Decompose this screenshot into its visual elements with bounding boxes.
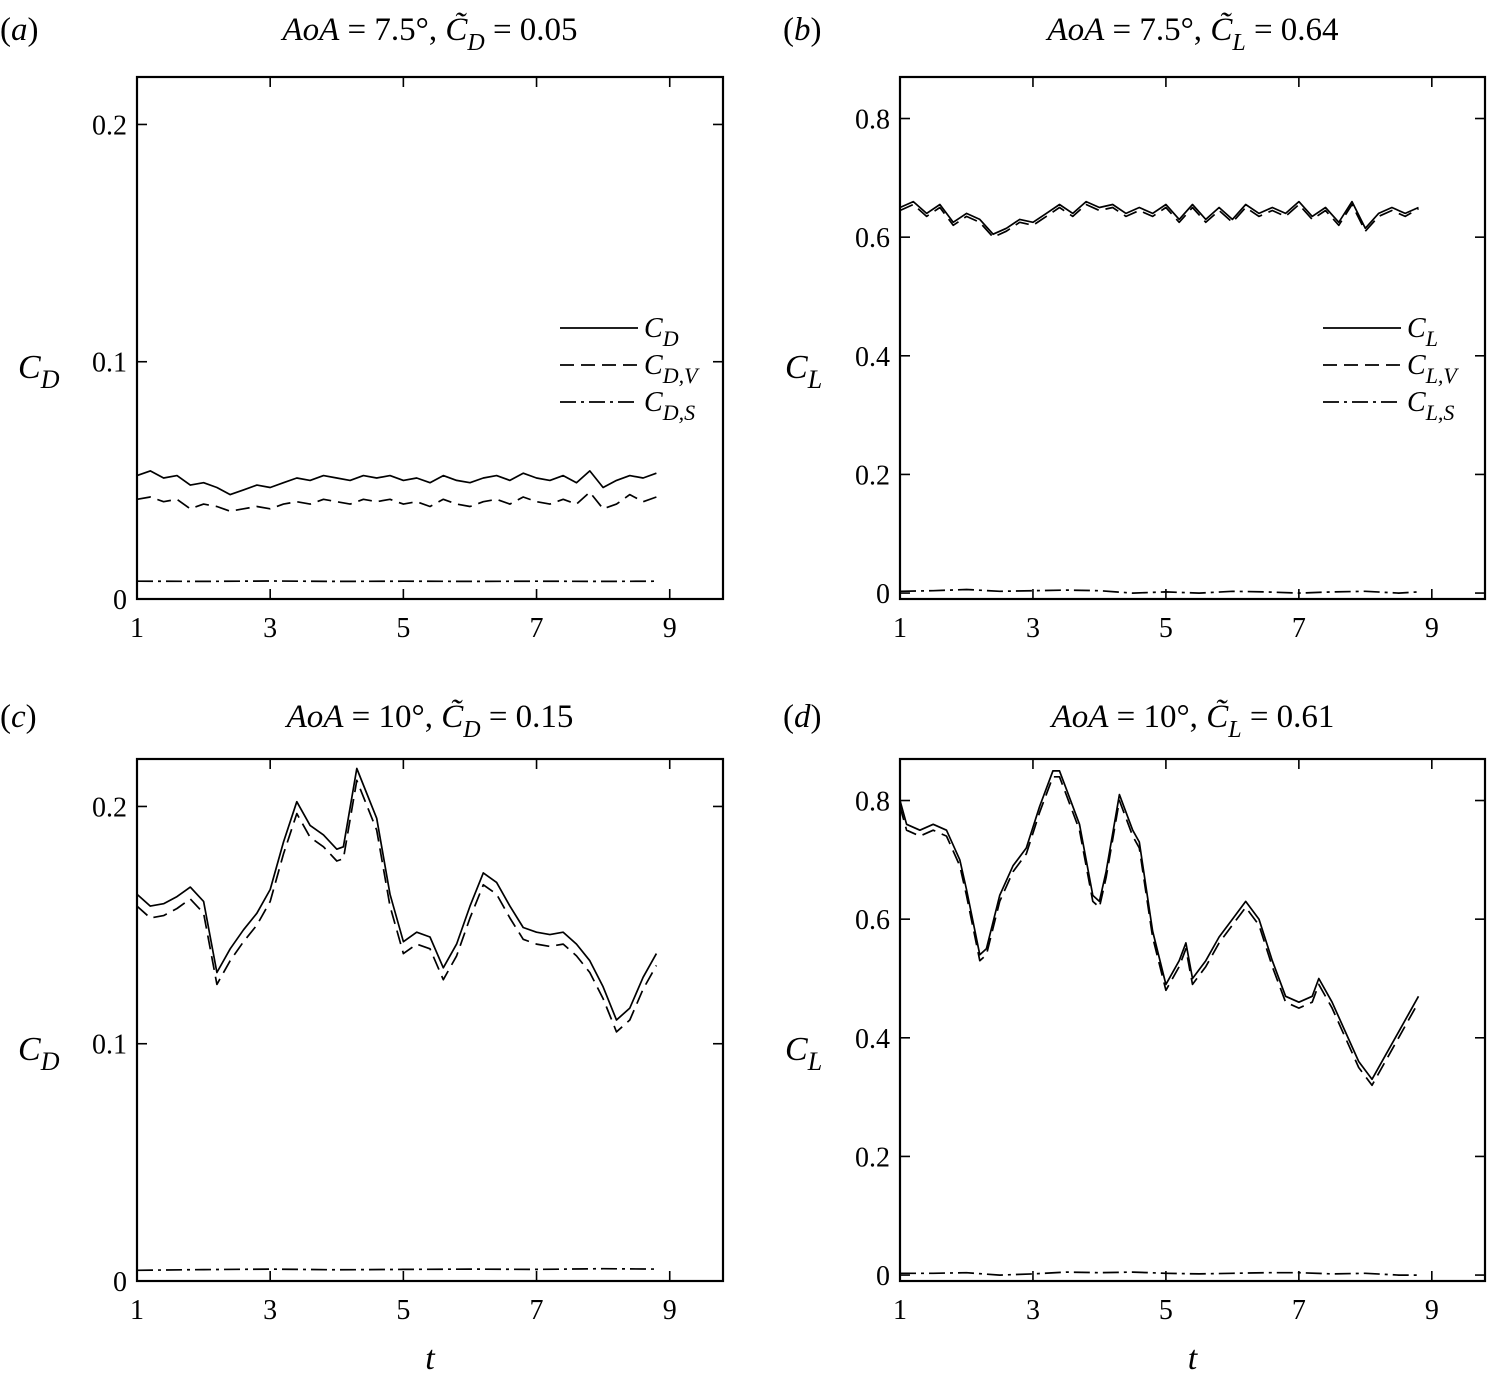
x-tick-label: 1: [893, 1295, 907, 1326]
y-tick-label: 0: [113, 1267, 127, 1298]
y-tick-label: 0.2: [92, 110, 127, 141]
y-tick-label: 0: [876, 1261, 890, 1292]
chart-title: AoA = 10°, C̃L = 0.61: [1050, 697, 1335, 743]
y-tick-label: 0.1: [92, 1030, 127, 1061]
chart-panel-1: 1 3 5 7 900.10.2(a) AoA = 7.5°, C̃D = 0.05CDC…: [0, 10, 725, 644]
y-tick-label: 0.8: [855, 787, 890, 818]
x-tick-label: 5: [396, 613, 410, 644]
chart-title: AoA = 7.5°, C̃D = 0.05: [280, 10, 577, 56]
x-tick-label: 1: [130, 613, 144, 644]
series-line-C-D: [136, 767, 658, 1021]
legend-label: CL: [1407, 313, 1438, 351]
series-line-C-L-S: [900, 1271, 1419, 1276]
panel-label: (a): [0, 12, 39, 48]
x-tick-label: 7: [530, 1295, 544, 1326]
x-tick-label: 3: [263, 613, 277, 644]
series-line-C-D-V: [136, 491, 657, 513]
x-tick-label: 5: [1159, 1295, 1173, 1326]
legend-label: CD: [644, 313, 679, 351]
x-tick-label: 3: [263, 1295, 277, 1326]
plot-frame: [898, 757, 1487, 1283]
y-tick-label: 0.6: [855, 905, 890, 936]
y-tick-label: 0.4: [855, 1024, 890, 1055]
y-tick-label: 0.8: [855, 105, 890, 136]
x-tick-label: 3: [1026, 613, 1040, 644]
series-line-C-L-V: [899, 775, 1420, 1087]
series-line-C-L-V: [899, 203, 1419, 239]
legend-label: CL,V: [1407, 350, 1459, 388]
y-tick-label: 0.2: [855, 460, 890, 491]
x-tick-label: 9: [1425, 613, 1439, 644]
legend-label: CL,S: [1407, 387, 1454, 425]
chart-panel-2: 1 3 5 7 9 0 0.2 0.4 0.6 0.8 (b) AoA = 7.5°, C̃L = 0…: [783, 10, 1487, 644]
y-axis-label: CD: [18, 349, 60, 394]
y-tick-label: 0.4: [855, 342, 890, 373]
x-axis-label: t: [425, 1340, 436, 1377]
y-tick-label: 0.2: [92, 792, 127, 823]
chart-panel-4: 1 3 5 7 9 0 0.2 0.4 0.6 0.8 (d) AoA = 10°, C̃L = 0.…: [783, 697, 1487, 1377]
plot-frame: [135, 75, 725, 601]
x-tick-label: 9: [1425, 1295, 1439, 1326]
series-line-C-D: [136, 470, 657, 496]
panel-label: (d): [783, 699, 822, 735]
y-axis-label: CD: [18, 1031, 60, 1076]
x-tick-label: 1: [893, 613, 907, 644]
x-tick-label: 5: [396, 1295, 410, 1326]
x-axis-label: t: [1188, 1340, 1199, 1377]
y-axis-label: CL: [785, 1031, 822, 1076]
x-tick-label: 7: [1292, 1295, 1306, 1326]
legend-label: CD,V: [644, 350, 700, 388]
y-tick-label: 0.1: [92, 348, 127, 379]
x-tick-label: 1: [130, 1295, 144, 1326]
series-line-C-L: [899, 770, 1420, 1081]
y-tick-label: 0: [113, 585, 127, 616]
plot-frame: [898, 75, 1487, 601]
panel-label: (c): [0, 699, 37, 735]
chart-panel-3: 1 3 5 7 9 0 0.1 0.2 (c) AoA = 10°, C̃D = 0.15 CD t: [0, 697, 725, 1377]
series-line-C-D-V: [136, 779, 658, 1033]
series-line-C-L-S: [899, 588, 1419, 594]
legend-label: CD,S: [644, 387, 695, 425]
y-tick-label: 0.6: [855, 223, 890, 254]
series-line-C-D-S: [136, 1267, 657, 1272]
x-tick-label: 7: [530, 613, 544, 644]
y-axis-label: CL: [785, 349, 822, 394]
chart-title: AoA = 7.5°, C̃L = 0.64: [1045, 10, 1338, 56]
x-tick-label: 5: [1159, 613, 1173, 644]
y-tick-label: 0.2: [855, 1142, 890, 1173]
x-tick-label: 7: [1292, 613, 1306, 644]
panel-label: (b): [783, 12, 822, 48]
x-tick-label: 3: [1026, 1295, 1040, 1326]
series-line-C-L: [899, 200, 1419, 236]
chart-title: AoA = 10°, C̃D = 0.15: [285, 697, 574, 743]
plot-frame: [135, 757, 725, 1283]
y-tick-label: 0: [876, 579, 890, 610]
x-tick-label: 9: [663, 613, 677, 644]
x-tick-label: 9: [663, 1295, 677, 1326]
